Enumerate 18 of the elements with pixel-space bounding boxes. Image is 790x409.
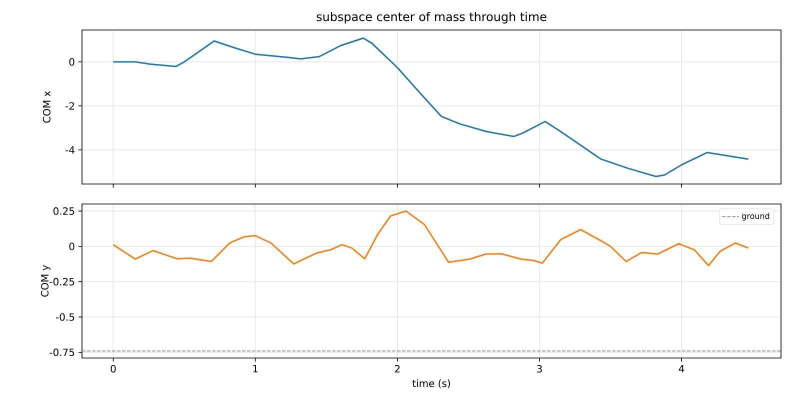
x-tick-label: 3 [537,365,542,373]
x-axis-title: time (s) [412,379,450,388]
line-series [112,37,750,178]
y-tick-label: 0.25 [53,207,74,215]
y-tick-label: -4 [66,146,74,154]
y-axis-title: COM y [41,265,50,297]
y-tick-label: -0.5 [56,313,74,321]
y-tick-label: 0 [69,242,74,250]
x-tick-label: 2 [394,365,400,372]
y-tick-label: 0 [69,58,74,66]
x-tick-label: 4 [678,365,684,372]
x-tick-label: 0 [110,365,116,373]
y-tick-label: -2 [66,102,74,110]
chart-title: subspace center of mass through time [316,12,546,24]
y-tick-label: -0.75 [50,348,74,356]
y-axis-title: COM x [42,91,50,123]
x-tick-label: 1 [253,365,258,372]
y-tick-label: -0.25 [50,278,74,286]
